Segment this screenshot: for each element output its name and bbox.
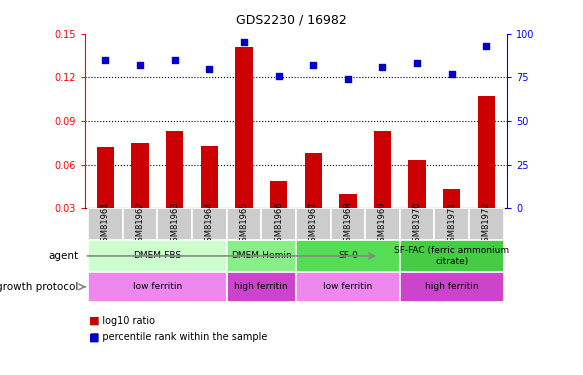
Point [412,60,422,66]
Bar [88,272,227,302]
Bar [296,240,400,272]
Text: SF-FAC (ferric ammonium
citrate): SF-FAC (ferric ammonium citrate) [394,246,510,266]
Text: GSM81961: GSM81961 [101,201,110,247]
Bar [443,189,461,208]
Bar [261,208,296,240]
Bar [331,208,365,240]
Bar [374,131,391,208]
Bar [157,208,192,240]
Bar [236,47,252,208]
Bar [339,194,356,208]
Bar [296,208,331,240]
Text: agent: agent [48,251,79,261]
Text: DMEM-Hemin: DMEM-Hemin [231,251,292,260]
Bar [304,153,322,208]
Text: ■: ■ [89,316,100,326]
Text: growth protocol: growth protocol [0,282,79,292]
Bar [88,240,227,272]
Text: low ferritin: low ferritin [133,282,182,291]
Text: GSM81970: GSM81970 [413,201,422,247]
Text: GSM81962: GSM81962 [135,201,145,247]
Bar [400,240,504,272]
Bar [201,146,218,208]
Text: GSM81966: GSM81966 [274,201,283,247]
Text: GSM81964: GSM81964 [205,201,214,247]
Point [101,57,110,63]
Bar [166,131,183,208]
Bar [434,208,469,240]
Text: high ferritin: high ferritin [234,282,288,291]
Bar [131,143,149,208]
Bar [469,208,504,240]
Bar [365,208,400,240]
Bar [400,208,434,240]
Point [343,76,353,82]
Bar [296,272,400,302]
Bar [409,160,426,208]
Text: low ferritin: low ferritin [323,282,373,291]
Point [170,57,180,63]
Text: GSM81967: GSM81967 [308,201,318,247]
Point [135,62,145,68]
Point [447,71,456,77]
Point [308,62,318,68]
Bar [227,240,296,272]
Point [482,43,491,49]
Text: GDS2230 / 16982: GDS2230 / 16982 [236,13,347,26]
Bar [477,96,495,208]
Point [205,66,214,72]
Text: ■: ■ [89,333,100,342]
Point [378,64,387,70]
Text: GSM81965: GSM81965 [240,201,248,247]
Text: SF-0: SF-0 [338,251,358,260]
Bar [227,272,296,302]
Bar [122,208,157,240]
Text: GSM81969: GSM81969 [378,201,387,247]
Text: ■ percentile rank within the sample: ■ percentile rank within the sample [90,333,268,342]
Text: ■ log10 ratio: ■ log10 ratio [90,316,155,326]
Bar [88,208,122,240]
Bar [400,272,504,302]
Text: GSM81968: GSM81968 [343,201,352,247]
Point [239,39,248,45]
Bar [270,180,287,208]
Text: high ferritin: high ferritin [425,282,479,291]
Text: GSM81971: GSM81971 [447,201,456,247]
Text: GSM81963: GSM81963 [170,201,179,247]
Bar [192,208,227,240]
Text: GSM81972: GSM81972 [482,201,491,247]
Point [274,73,283,79]
Bar [227,208,261,240]
Bar [97,147,114,208]
Text: DMEM-FBS: DMEM-FBS [134,251,181,260]
